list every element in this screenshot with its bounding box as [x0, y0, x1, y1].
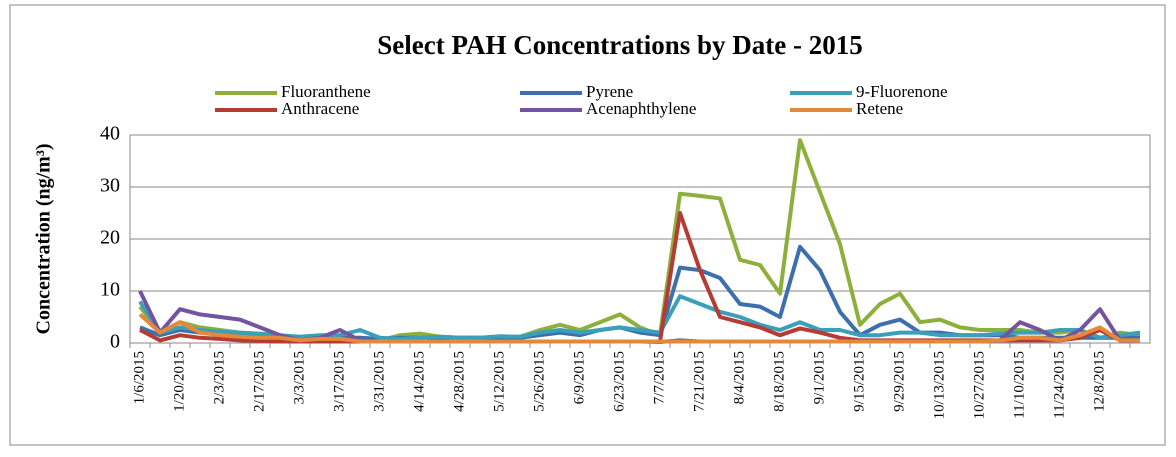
x-tick-label: 2/3/2015	[211, 351, 227, 404]
chart-frame	[9, 4, 1166, 446]
y-tick-label: 30	[100, 175, 120, 197]
x-tick-label: 5/26/2015	[531, 351, 547, 412]
x-tick-label: 9/1/2015	[811, 351, 827, 404]
x-tick-label: 4/28/2015	[451, 351, 467, 412]
legend-label: Pyrene	[586, 82, 633, 101]
x-tick-label: 8/4/2015	[731, 351, 747, 404]
x-tick-label: 6/23/2015	[611, 351, 627, 412]
x-tick-label: 8/18/2015	[771, 351, 787, 412]
x-tick-label: 1/20/2015	[171, 351, 187, 412]
x-tick-label: 3/3/2015	[291, 351, 307, 404]
x-tick-label: 7/21/2015	[691, 351, 707, 412]
series-line	[138, 312, 1140, 344]
x-tick-label: 12/8/2015	[1091, 351, 1107, 412]
x-tick-label: 11/24/2015	[1051, 351, 1067, 419]
chart-title: Select PAH Concentrations by Date - 2015	[377, 30, 862, 60]
y-tick-label: 20	[100, 227, 120, 249]
legend-label: 9-Fluorenone	[856, 82, 948, 101]
x-tick-label: 7/7/2015	[651, 351, 667, 404]
series-line	[138, 294, 1141, 341]
x-tick-label: 6/9/2015	[571, 351, 587, 404]
legend-label: Anthracene	[281, 99, 359, 118]
y-tick-label: 0	[110, 331, 120, 353]
y-tick-label: 10	[100, 279, 120, 301]
x-tick-label: 9/29/2015	[891, 351, 907, 412]
x-tick-label: 5/12/2015	[491, 351, 507, 412]
x-tick-label: 2/17/2015	[251, 351, 267, 412]
x-tick-label: 11/10/2015	[1011, 351, 1027, 419]
y-axis-label: Concentration (ng/m³)	[33, 144, 55, 335]
x-tick-label: 10/13/2015	[931, 351, 947, 419]
x-tick-label: 3/17/2015	[331, 351, 347, 412]
legend-label: Acenaphthylene	[586, 99, 696, 118]
legend-label: Retene	[856, 99, 903, 118]
x-tick-label: 1/6/2015	[131, 351, 147, 404]
x-tick-label: 3/31/2015	[371, 351, 387, 412]
legend-label: Fluoranthene	[281, 82, 371, 101]
x-tick-label: 4/14/2015	[411, 351, 427, 412]
y-tick-label: 40	[100, 123, 120, 145]
x-tick-label: 10/27/2015	[971, 351, 987, 419]
x-tick-label: 9/15/2015	[851, 351, 867, 412]
